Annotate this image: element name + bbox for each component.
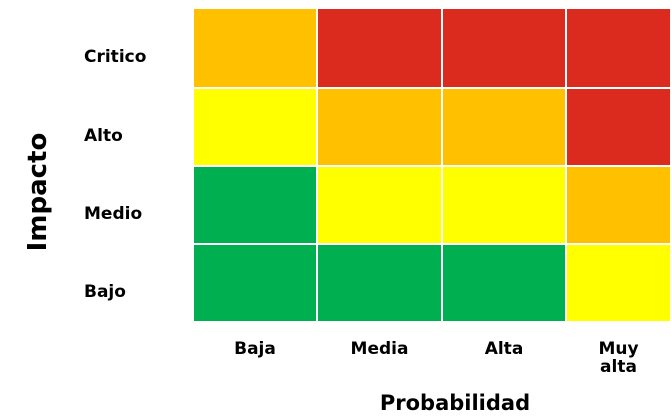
probability-column-labels: Baja Media Alta Muy alta xyxy=(234,339,638,377)
row-label-alto: Alto xyxy=(84,126,123,146)
cell-alto-baja xyxy=(192,87,318,167)
cell-critico-alta xyxy=(441,7,567,89)
x-axis-title: Probabilidad xyxy=(380,391,530,415)
y-axis-title: Impacto xyxy=(23,133,53,252)
cell-medio-media xyxy=(316,165,443,245)
column-label-baja: Baja xyxy=(234,339,276,359)
column-label-media: Media xyxy=(351,339,409,359)
cell-alto-media xyxy=(316,87,443,167)
impact-row-labels: Critico Alto Medio Bajo xyxy=(84,47,146,302)
cell-critico-muy-alta xyxy=(565,7,671,89)
cell-bajo-media xyxy=(316,243,443,323)
row-label-medio: Medio xyxy=(84,204,142,224)
cell-alto-alta xyxy=(441,87,567,167)
column-label-muy-alta: Muy alta xyxy=(598,339,638,377)
cell-bajo-baja xyxy=(192,243,318,323)
cell-medio-baja xyxy=(192,165,318,245)
row-label-bajo: Bajo xyxy=(84,282,126,302)
column-label-alta: Alta xyxy=(485,339,524,359)
cell-critico-baja xyxy=(192,7,318,89)
row-label-critico: Critico xyxy=(84,47,146,67)
matrix-cells xyxy=(192,7,671,323)
cell-medio-muy-alta xyxy=(565,165,671,245)
cell-bajo-alta xyxy=(441,243,567,323)
cell-critico-media xyxy=(316,7,443,89)
cell-medio-alta xyxy=(441,165,567,245)
cell-alto-muy-alta xyxy=(565,87,671,167)
cell-bajo-muy-alta xyxy=(565,243,671,323)
